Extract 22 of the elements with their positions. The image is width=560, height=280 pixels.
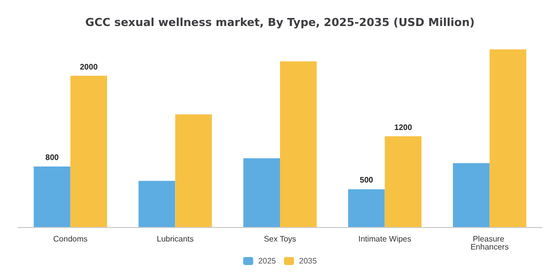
legend-label: 2025 — [258, 256, 277, 266]
x-tick-label: Condoms — [53, 234, 88, 244]
bar — [452, 163, 490, 227]
data-label: 1200 — [394, 122, 413, 132]
data-label: 500 — [360, 176, 374, 185]
x-tick-label: Lubricants — [156, 234, 194, 244]
x-tick-label: Pleasure Enhancers — [470, 234, 509, 252]
x-tick-label: Intimate Wipes — [358, 234, 412, 244]
bar — [348, 189, 385, 227]
bar — [490, 49, 526, 227]
bar — [175, 114, 212, 227]
bar — [280, 61, 317, 227]
bar — [34, 166, 70, 227]
data-label: 800 — [45, 153, 60, 162]
x-tick-label: Sex Toys — [264, 234, 296, 244]
bar — [138, 180, 176, 227]
data-label: 2000 — [80, 62, 98, 72]
bar — [243, 158, 280, 227]
legend-label: 2035 — [299, 256, 318, 266]
chart-title: GCC sexual wellness market, By Type, 2025-2035 (USD Million) — [85, 16, 475, 29]
bar — [384, 136, 422, 227]
bar — [70, 76, 108, 227]
